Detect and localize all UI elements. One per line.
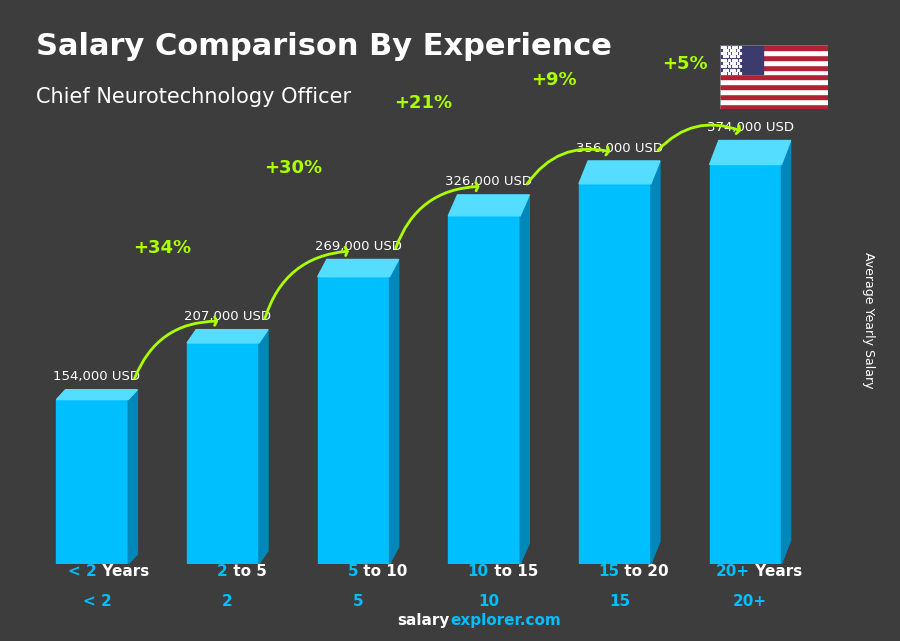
Text: +21%: +21% bbox=[394, 94, 453, 112]
Polygon shape bbox=[128, 390, 138, 564]
Polygon shape bbox=[187, 343, 259, 564]
Bar bbox=[720, 50, 828, 54]
Bar bbox=[720, 99, 828, 104]
Text: to 20: to 20 bbox=[619, 564, 669, 579]
Text: 10: 10 bbox=[468, 564, 489, 579]
Text: < 2: < 2 bbox=[68, 564, 97, 579]
Text: 15: 15 bbox=[598, 564, 619, 579]
Bar bbox=[720, 69, 828, 74]
Text: 20+: 20+ bbox=[734, 594, 767, 609]
Text: < 2: < 2 bbox=[83, 594, 112, 609]
Bar bbox=[720, 104, 828, 109]
Bar bbox=[720, 74, 828, 79]
Bar bbox=[720, 60, 828, 65]
Text: < 2 Years: < 2 Years bbox=[57, 594, 138, 609]
Text: 5 to 10: 5 to 10 bbox=[328, 594, 388, 609]
Text: 5: 5 bbox=[353, 594, 364, 609]
Text: to 5: to 5 bbox=[228, 564, 266, 579]
Text: Years: Years bbox=[97, 564, 149, 579]
Bar bbox=[720, 54, 828, 60]
Text: 10 to 15: 10 to 15 bbox=[454, 594, 524, 609]
Text: to 15: to 15 bbox=[489, 564, 538, 579]
Text: Years: Years bbox=[750, 564, 803, 579]
Text: 2: 2 bbox=[217, 564, 228, 579]
Text: to 10: to 10 bbox=[358, 564, 408, 579]
Text: 15: 15 bbox=[609, 594, 630, 609]
Text: +30%: +30% bbox=[264, 159, 322, 177]
Text: salary: salary bbox=[398, 613, 450, 628]
Text: 269,000 USD: 269,000 USD bbox=[315, 240, 401, 253]
Polygon shape bbox=[709, 140, 790, 165]
Bar bbox=[720, 89, 828, 94]
Polygon shape bbox=[651, 161, 660, 564]
Text: 207,000 USD: 207,000 USD bbox=[184, 310, 271, 323]
Polygon shape bbox=[318, 277, 390, 564]
Text: Chief Neurotechnology Officer: Chief Neurotechnology Officer bbox=[36, 87, 351, 106]
Polygon shape bbox=[57, 390, 138, 399]
Text: 20+: 20+ bbox=[716, 564, 750, 579]
Polygon shape bbox=[579, 161, 660, 184]
Polygon shape bbox=[448, 216, 520, 564]
Bar bbox=[720, 79, 828, 85]
Text: 2: 2 bbox=[222, 594, 233, 609]
Bar bbox=[720, 85, 828, 89]
Text: +9%: +9% bbox=[531, 71, 577, 89]
Text: 10: 10 bbox=[478, 594, 500, 609]
Polygon shape bbox=[520, 195, 529, 564]
Bar bbox=[720, 94, 828, 99]
Text: +5%: +5% bbox=[662, 55, 707, 73]
Text: +34%: +34% bbox=[133, 238, 192, 256]
Text: 15 to 20: 15 to 20 bbox=[584, 594, 655, 609]
Text: Average Yearly Salary: Average Yearly Salary bbox=[862, 253, 875, 388]
Polygon shape bbox=[709, 165, 781, 564]
Polygon shape bbox=[579, 184, 651, 564]
Text: explorer.com: explorer.com bbox=[450, 613, 561, 628]
Polygon shape bbox=[448, 195, 529, 216]
Polygon shape bbox=[187, 329, 268, 343]
Text: 20+ Years: 20+ Years bbox=[706, 594, 793, 609]
Polygon shape bbox=[390, 260, 399, 564]
Bar bbox=[720, 45, 828, 50]
Polygon shape bbox=[57, 399, 128, 564]
Text: 374,000 USD: 374,000 USD bbox=[706, 121, 794, 134]
Bar bbox=[720, 45, 763, 74]
Text: 356,000 USD: 356,000 USD bbox=[576, 142, 663, 154]
Bar bbox=[720, 65, 828, 69]
Text: 5: 5 bbox=[347, 564, 358, 579]
Text: Salary Comparison By Experience: Salary Comparison By Experience bbox=[36, 32, 612, 61]
Polygon shape bbox=[318, 260, 399, 277]
Text: 2 to 5: 2 to 5 bbox=[202, 594, 252, 609]
Polygon shape bbox=[259, 329, 268, 564]
Text: 154,000 USD: 154,000 USD bbox=[53, 370, 140, 383]
Text: 326,000 USD: 326,000 USD bbox=[446, 176, 532, 188]
Polygon shape bbox=[781, 140, 790, 564]
